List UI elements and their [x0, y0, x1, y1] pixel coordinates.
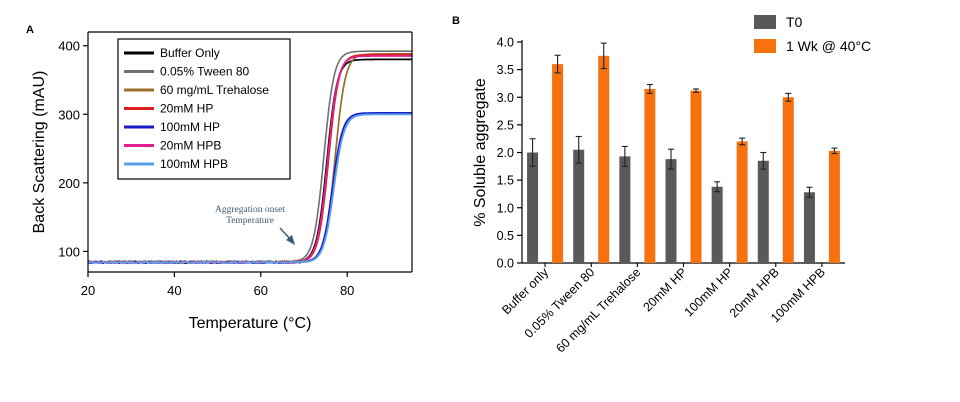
legend-swatch-b [754, 39, 776, 53]
bar-1wk [828, 150, 840, 263]
legend-label-a: 0.05% Tween 80 [160, 65, 250, 79]
bar-t0 [665, 159, 677, 263]
annotation-text: Temperature [226, 216, 274, 226]
bar-t0 [711, 186, 723, 263]
bar-t0 [619, 156, 631, 263]
legend-label-a: 20mM HPB [160, 139, 221, 153]
y-tick-label-a: 400 [58, 39, 80, 54]
bar-1wk [690, 90, 702, 264]
x-category-label-b: 60 mg/mL Trehalose [553, 265, 643, 355]
legend-label-a: Buffer Only [160, 46, 220, 60]
y-tick-label-a: 300 [58, 107, 80, 122]
bar-t0 [757, 160, 769, 263]
line-chart-a: 20 40 60 80 100 200 300 400 Buffer Only 0.05% Twe… [58, 31, 413, 298]
bar-1wk [782, 97, 794, 263]
x-tick-label-a: 40 [167, 283, 181, 298]
legend-label-b: T0 [786, 14, 803, 30]
bar-1wk [644, 88, 656, 264]
x-category-label-b: 20mM HP [640, 265, 689, 314]
legend-label-a: 20mM HP [160, 102, 213, 116]
x-tick-label-a: 80 [340, 283, 354, 298]
legend-label-a: 60 mg/mL Trehalose [160, 83, 269, 97]
y-tick-label-a: 200 [58, 176, 80, 191]
x-axis-label-a: Temperature (°C) [189, 315, 312, 332]
bar-t0 [803, 192, 815, 263]
y-tick-label-b: 1.0 [497, 201, 514, 215]
legend-swatch-b [754, 15, 776, 29]
y-tick-label-b: 2.5 [497, 118, 514, 132]
panel-label-b: B [452, 15, 460, 27]
y-tick-label-b: 4.0 [497, 36, 514, 50]
y-tick-label-b: 3.5 [497, 63, 514, 77]
y-tick-label-b: 3.0 [497, 91, 514, 105]
panel-label-a: A [26, 24, 34, 36]
bar-t0 [573, 149, 585, 263]
y-tick-label-a: 100 [58, 244, 80, 259]
bar-1wk [736, 141, 748, 263]
legend-label-a: 100mM HP [160, 120, 220, 134]
legend-label-b: 1 Wk @ 40°C [786, 38, 871, 54]
annotation-arrowhead [286, 235, 295, 245]
bar-t0 [527, 152, 539, 263]
y-axis-label-b: % Soluble aggregate [472, 78, 489, 227]
y-axis-label-a: Back Scattering (mAU) [31, 71, 48, 234]
bar-1wk [552, 64, 564, 263]
y-tick-label-b: 2.0 [497, 146, 514, 160]
y-tick-label-b: 0.0 [497, 257, 514, 271]
series-line-7 [88, 113, 412, 265]
bar-1wk [598, 55, 610, 263]
legend-label-a: 100mM HPB [160, 157, 228, 171]
x-tick-label-a: 20 [81, 283, 95, 298]
x-tick-label-a: 60 [254, 283, 268, 298]
y-tick-label-b: 0.5 [497, 229, 514, 243]
y-tick-label-b: 1.5 [497, 174, 514, 188]
annotation-text: Aggregation onset [215, 205, 285, 215]
